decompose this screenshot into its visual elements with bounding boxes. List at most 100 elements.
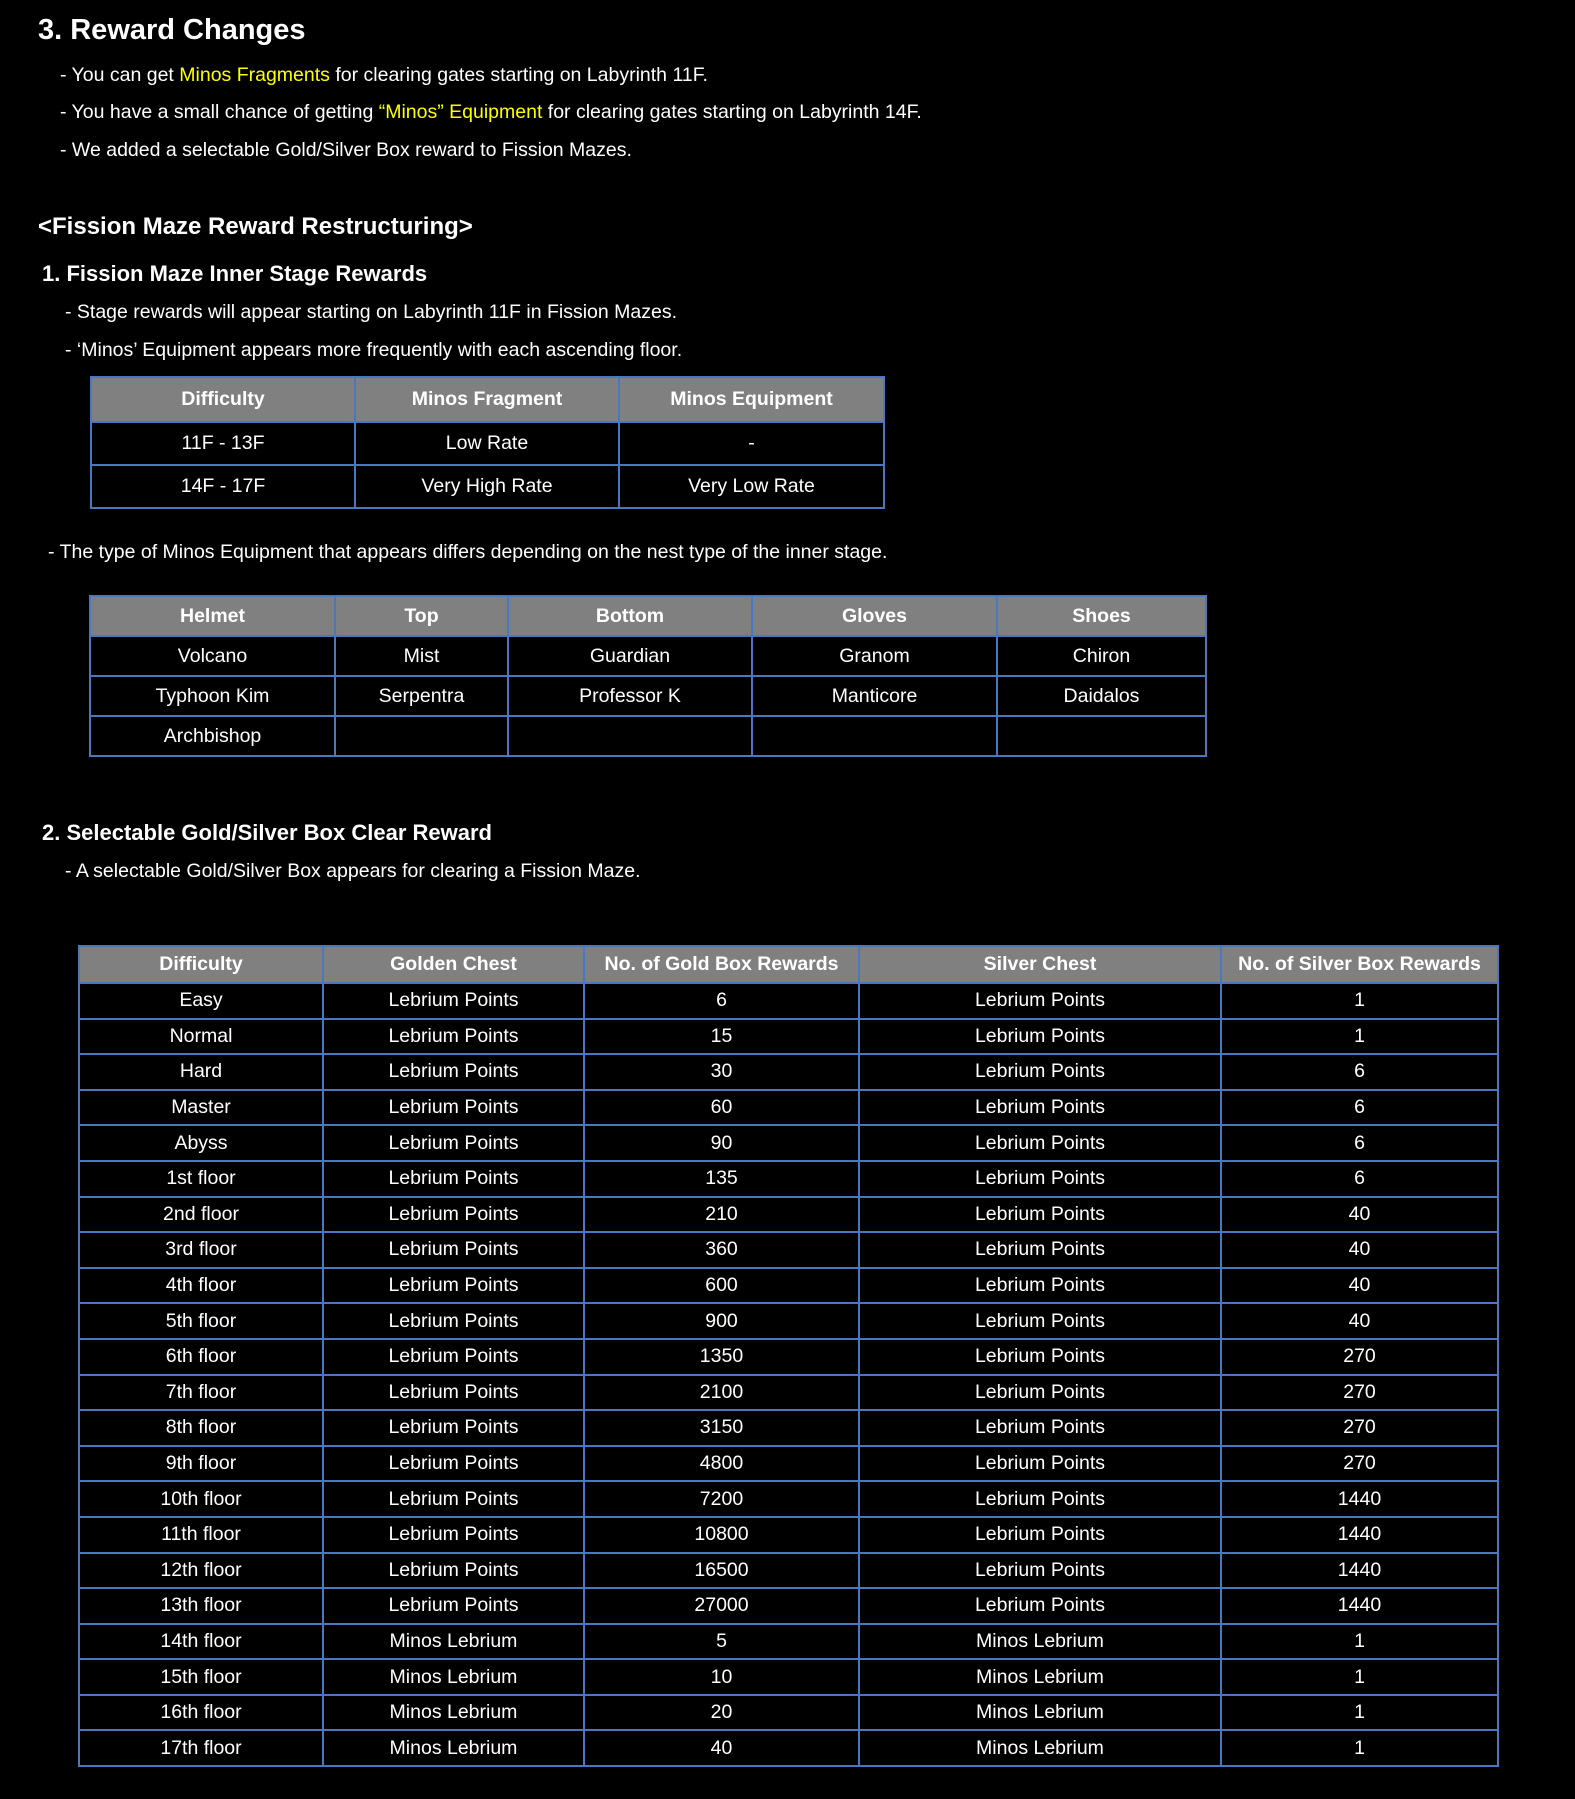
table-cell: Lebrium Points bbox=[322, 1195, 585, 1234]
table-cell: Manticore bbox=[751, 675, 998, 717]
column-header: No. of Silver Box Rewards bbox=[1220, 945, 1499, 984]
table-row: 13th floor Lebrium Points 27000 Lebrium Poi… bbox=[78, 1587, 1499, 1625]
table-cell: 5th floor bbox=[78, 1302, 324, 1340]
table-cell: 270 bbox=[1220, 1373, 1499, 1412]
table-cell: Lebrium Points bbox=[322, 1159, 585, 1198]
table-cell: 1440 bbox=[1220, 1587, 1499, 1625]
header-row: Difficulty Golden Chest No. of Gold Box Re… bbox=[78, 945, 1499, 984]
table-cell: Mist bbox=[334, 635, 509, 677]
column-header: Gloves bbox=[751, 595, 998, 637]
table-cell: 40 bbox=[1220, 1266, 1499, 1305]
table-cell: Lebrium Points bbox=[322, 1409, 585, 1447]
highlight-text: “Minos” Equipment bbox=[378, 101, 543, 123]
table-cell: 210 bbox=[583, 1195, 860, 1234]
intro-bullet: - You have a small chance of getting “Mi… bbox=[60, 101, 922, 124]
column-header: Minos Equipment bbox=[618, 376, 885, 423]
table-row: 4th floor Lebrium Points 600 Lebrium Points… bbox=[78, 1266, 1499, 1305]
table-cell: 1st floor bbox=[78, 1159, 324, 1198]
table-cell: 6th floor bbox=[78, 1337, 324, 1376]
table-cell: 1440 bbox=[1220, 1515, 1499, 1554]
table-cell: 12th floor bbox=[78, 1551, 324, 1590]
table-row: 8th floor Lebrium Points 3150 Lebrium Point… bbox=[78, 1409, 1499, 1447]
table-cell: Lebrium Points bbox=[322, 1231, 585, 1269]
table-cell bbox=[996, 715, 1207, 757]
table-row: Normal Lebrium Points 15 Lebrium Points 1 bbox=[78, 1017, 1499, 1056]
subsection-2-title: 2. Selectable Gold/Silver Box Clear Rewa… bbox=[42, 820, 492, 845]
table-cell: 1350 bbox=[583, 1337, 860, 1376]
table-cell: 1 bbox=[1220, 1729, 1499, 1768]
table-cell: 3150 bbox=[583, 1409, 860, 1447]
table-cell: Serpentra bbox=[334, 675, 509, 717]
table-cell: Lebrium Points bbox=[858, 982, 1222, 1020]
table-row: Volcano Mist Guardian Granom Chiron bbox=[89, 635, 1207, 677]
table-cell: Lebrium Points bbox=[322, 1124, 585, 1162]
table-cell: Lebrium Points bbox=[858, 1302, 1222, 1340]
table-cell: Very Low Rate bbox=[618, 464, 885, 509]
table-row: 9th floor Lebrium Points 4800 Lebrium Point… bbox=[78, 1444, 1499, 1483]
table-cell: Lebrium Points bbox=[322, 982, 585, 1020]
page-title: 3. Reward Changes bbox=[38, 14, 306, 46]
table-cell: 7th floor bbox=[78, 1373, 324, 1412]
table-cell: Minos Lebrium bbox=[858, 1729, 1222, 1768]
equipment-table: Helmet Top Bottom Gloves Shoes Volcano Mist Gua… bbox=[89, 595, 1207, 757]
bullet-text: - You can get bbox=[60, 64, 180, 86]
table-cell: Lebrium Points bbox=[322, 1337, 585, 1376]
intro-bullet: - We added a selectable Gold/Silver Box … bbox=[60, 139, 632, 162]
table-cell: 1 bbox=[1220, 982, 1499, 1020]
table-cell: 1 bbox=[1220, 1622, 1499, 1661]
table-cell: Hard bbox=[78, 1053, 324, 1091]
table-cell: 900 bbox=[583, 1302, 860, 1340]
table-cell: Minos Lebrium bbox=[322, 1622, 585, 1661]
table-cell: 600 bbox=[583, 1266, 860, 1305]
table-cell bbox=[507, 715, 753, 757]
table-cell: 7200 bbox=[583, 1480, 860, 1518]
table-row: 2nd floor Lebrium Points 210 Lebrium Points… bbox=[78, 1195, 1499, 1234]
table-cell: Very High Rate bbox=[354, 464, 620, 509]
table-row: Typhoon Kim Serpentra Professor K Manticore… bbox=[89, 675, 1207, 717]
table-cell: Lebrium Points bbox=[322, 1053, 585, 1091]
table-cell: 90 bbox=[583, 1124, 860, 1162]
table-cell: Minos Lebrium bbox=[858, 1658, 1222, 1696]
table-row: 15th floor Minos Lebrium 10 Minos Lebrium 1 bbox=[78, 1658, 1499, 1696]
table-row: Master Lebrium Points 60 Lebrium Points 6 bbox=[78, 1088, 1499, 1127]
box-rewards-table: Difficulty Golden Chest No. of Gold Box Re… bbox=[78, 945, 1499, 1768]
table-cell: Typhoon Kim bbox=[89, 675, 336, 717]
column-header: Shoes bbox=[996, 595, 1207, 637]
table-cell: Minos Lebrium bbox=[858, 1693, 1222, 1732]
table-cell: Lebrium Points bbox=[858, 1409, 1222, 1447]
table-cell: 270 bbox=[1220, 1444, 1499, 1483]
table-cell bbox=[751, 715, 998, 757]
table-cell: 10800 bbox=[583, 1515, 860, 1554]
table-cell: Lebrium Points bbox=[322, 1444, 585, 1483]
table-cell: Volcano bbox=[89, 635, 336, 677]
table-cell: 40 bbox=[583, 1729, 860, 1768]
table-row: 17th floor Minos Lebrium 40 Minos Lebrium 1 bbox=[78, 1729, 1499, 1768]
intro-bullet: - You can get Minos Fragments for cleari… bbox=[60, 64, 708, 87]
table-cell: 13th floor bbox=[78, 1587, 324, 1625]
table-cell: 5 bbox=[583, 1622, 860, 1661]
column-header: Silver Chest bbox=[858, 945, 1222, 984]
table-cell: 30 bbox=[583, 1053, 860, 1091]
table-row: 11th floor Lebrium Points 10800 Lebrium Poi… bbox=[78, 1515, 1499, 1554]
table-cell: 1440 bbox=[1220, 1480, 1499, 1518]
table-cell: 360 bbox=[583, 1231, 860, 1269]
highlight-text: Minos Fragments bbox=[179, 64, 330, 86]
header-row: Helmet Top Bottom Gloves Shoes bbox=[89, 595, 1207, 637]
table-cell: 135 bbox=[583, 1159, 860, 1198]
table-cell: Lebrium Points bbox=[858, 1088, 1222, 1127]
table-cell: 11th floor bbox=[78, 1515, 324, 1554]
table-cell: 1440 bbox=[1220, 1551, 1499, 1590]
table-row: Easy Lebrium Points 6 Lebrium Points 1 bbox=[78, 982, 1499, 1020]
table-cell: 40 bbox=[1220, 1302, 1499, 1340]
table-cell: 14F - 17F bbox=[90, 464, 356, 509]
table-cell: Low Rate bbox=[354, 421, 620, 466]
table-cell: Lebrium Points bbox=[858, 1587, 1222, 1625]
table-row: 6th floor Lebrium Points 1350 Lebrium Point… bbox=[78, 1337, 1499, 1376]
table-cell: 4th floor bbox=[78, 1266, 324, 1305]
table-cell: Lebrium Points bbox=[322, 1088, 585, 1127]
table-cell: 270 bbox=[1220, 1337, 1499, 1376]
table-cell: 40 bbox=[1220, 1195, 1499, 1234]
table-cell: 60 bbox=[583, 1088, 860, 1127]
table-cell: Lebrium Points bbox=[858, 1337, 1222, 1376]
table-cell: 3rd floor bbox=[78, 1231, 324, 1269]
